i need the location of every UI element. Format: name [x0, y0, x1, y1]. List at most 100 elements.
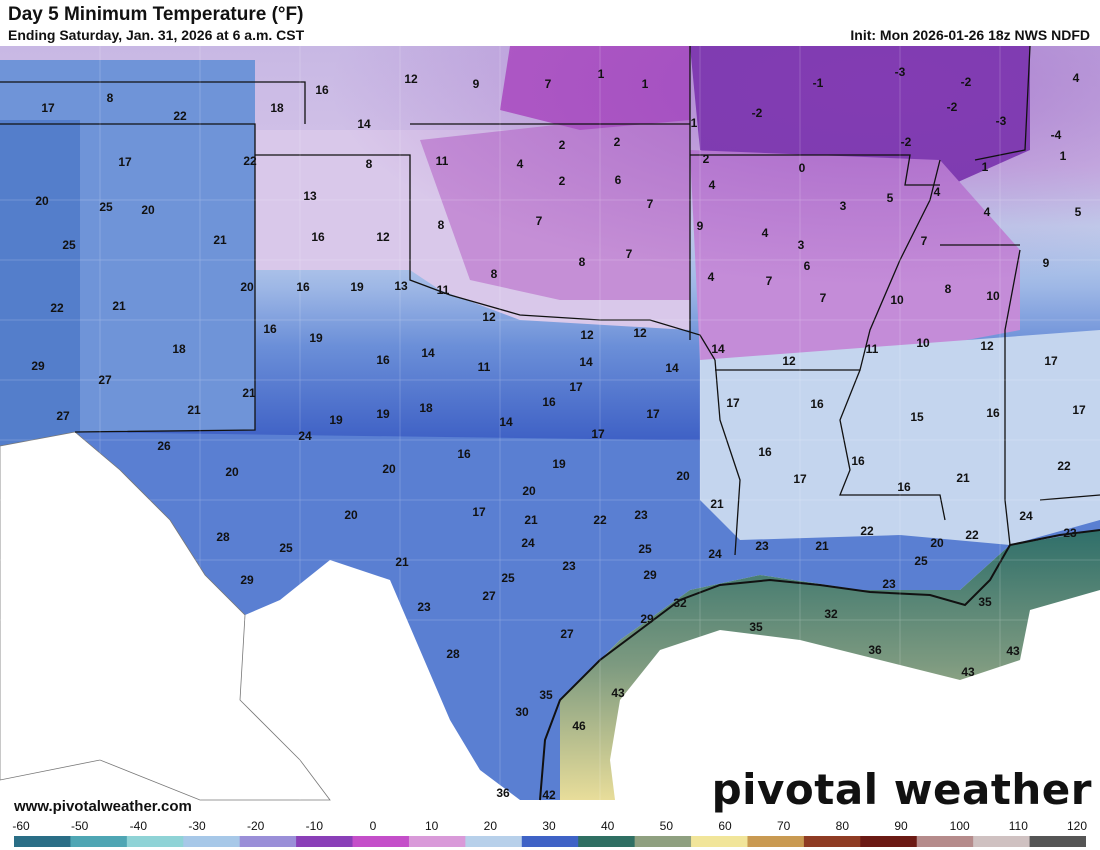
temperature-label: 19 — [329, 413, 343, 427]
temperature-label: 23 — [882, 577, 896, 591]
temperature-label: 20 — [240, 280, 254, 294]
temperature-label: 32 — [673, 596, 687, 610]
temperature-label: 20 — [382, 462, 396, 476]
temperature-label: 16 — [810, 397, 824, 411]
colorbar-tick-label: -40 — [129, 819, 147, 833]
temperature-label: 24 — [521, 536, 535, 550]
temperature-label: 4 — [1073, 71, 1080, 85]
colorbar-segment — [14, 836, 71, 847]
temperature-label: 8 — [438, 218, 445, 232]
temperature-label: 35 — [978, 595, 992, 609]
colorbar-tick-label: -60 — [12, 819, 30, 833]
temperature-label: -2 — [901, 135, 912, 149]
temperature-label: 2 — [614, 135, 621, 149]
temperature-label: 19 — [350, 280, 364, 294]
temperature-label: 25 — [279, 541, 293, 555]
temperature-label: 21 — [112, 299, 126, 313]
temperature-label: 21 — [395, 555, 409, 569]
temperature-label: 43 — [611, 686, 625, 700]
gulf-coastline — [539, 529, 1100, 801]
temperature-label: 6 — [615, 173, 622, 187]
temperature-label: 27 — [98, 373, 112, 387]
temperature-label: 8 — [579, 255, 586, 269]
colorbar-tick-label: -10 — [305, 819, 323, 833]
temperature-label: 7 — [921, 234, 928, 248]
temperature-label: 16 — [986, 406, 1000, 420]
colorbar-tick-label: 30 — [542, 819, 556, 833]
temperature-label: 22 — [965, 528, 979, 542]
header: Day 5 Minimum Temperature (°F) Ending Sa… — [0, 0, 1100, 46]
temperature-label: 8 — [107, 91, 114, 105]
colorbar-tick-label: 110 — [1008, 819, 1028, 833]
temperature-label: 21 — [524, 513, 538, 527]
colorbar-tick-label: 90 — [894, 819, 908, 833]
temperature-label: 2 — [559, 138, 566, 152]
temperature-label: 19 — [309, 331, 323, 345]
temperature-label: 16 — [851, 454, 865, 468]
temperature-label: 30 — [515, 705, 529, 719]
temperature-label: 20 — [35, 194, 49, 208]
temperature-label: 16 — [311, 230, 325, 244]
temperature-label: 16 — [457, 447, 471, 461]
temperature-label: 16 — [296, 280, 310, 294]
temperature-label: 22 — [593, 513, 607, 527]
temperature-label: -4 — [1051, 128, 1062, 142]
temperature-label: 4 — [984, 205, 991, 219]
temperature-label: 21 — [242, 386, 256, 400]
temperature-label: 20 — [522, 484, 536, 498]
temperature-label: 23 — [634, 508, 648, 522]
colorbar-strip — [14, 836, 1086, 847]
temperature-label: -2 — [961, 75, 972, 89]
temperature-label: -2 — [947, 100, 958, 114]
temperature-label: 29 — [640, 612, 654, 626]
temperature-label: 5 — [1075, 205, 1082, 219]
temperature-label: 15 — [910, 410, 924, 424]
colorbar-tick-label: 40 — [600, 819, 615, 833]
temperature-label: 14 — [711, 342, 725, 356]
temperature-label: 7 — [536, 214, 543, 228]
temperature-label: 17 — [569, 380, 583, 394]
temperature-label: 17 — [472, 505, 486, 519]
temperature-label: 1 — [691, 116, 698, 130]
temperature-field — [0, 46, 1100, 818]
colorbar-segment — [916, 836, 974, 847]
temperature-label: 23 — [562, 559, 576, 573]
temperature-label: -1 — [813, 76, 824, 90]
colorbar-tick-label: 120 — [1066, 819, 1088, 833]
temperature-label: 0 — [799, 161, 806, 175]
pivotal-weather-logo: pivotal weather — [711, 765, 1092, 814]
temperature-label: 11 — [437, 283, 450, 297]
colorbar-segment — [352, 836, 410, 847]
temperature-label: 11 — [436, 154, 449, 168]
temperature-label: 25 — [62, 238, 76, 252]
temperature-label: 7 — [626, 247, 633, 261]
temperature-label: 35 — [539, 688, 553, 702]
colorbar-segment — [465, 836, 523, 847]
temperature-label: 21 — [956, 471, 970, 485]
colorbar-segment — [126, 836, 184, 847]
temperature-label: 17 — [41, 101, 55, 115]
website-url: www.pivotalweather.com — [14, 798, 192, 815]
temperature-label: 17 — [1072, 403, 1086, 417]
temperature-label: 25 — [638, 542, 652, 556]
temperature-label: 14 — [421, 346, 435, 360]
colorbar-tick-label: 70 — [776, 819, 791, 833]
temperature-label: 16 — [758, 445, 772, 459]
temperature-map[interactable]: 17 8 22 18 16 12 9 7 1 1 -1 -3 -2 4 14 1 -2 -2 -3 -4 -2 17 22 8… — [0, 46, 1100, 818]
temperature-label: 25 — [501, 571, 515, 585]
temperature-label: 4 — [934, 185, 941, 199]
temperature-label: 6 — [804, 259, 811, 273]
temperature-label: 18 — [419, 401, 433, 415]
temperature-label: 43 — [961, 665, 975, 679]
temperature-label: 21 — [815, 539, 829, 553]
colorbar: -60 -50 -40 -30 -20 -10 0 10 20 30 40 50 60 70 80 90 100… — [0, 818, 1100, 850]
temperature-label: 12 — [633, 326, 647, 340]
temperature-label: 16 — [376, 353, 390, 367]
temperature-label: 42 — [542, 788, 556, 802]
temperature-label: 12 — [376, 230, 390, 244]
temperature-label: 8 — [945, 282, 952, 296]
gulf-warm-plume — [560, 530, 1100, 800]
colorbar-tick-label: 100 — [949, 819, 970, 833]
temperature-label: 14 — [357, 117, 371, 131]
